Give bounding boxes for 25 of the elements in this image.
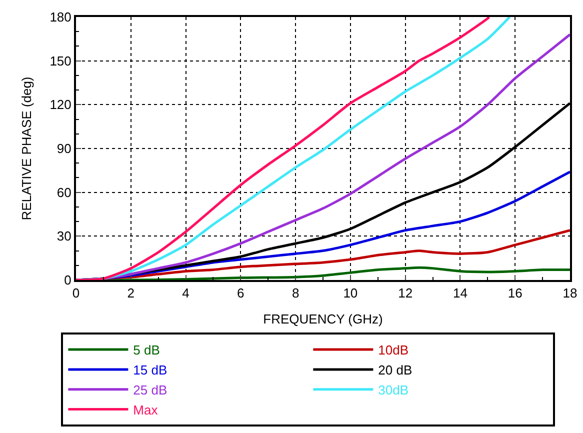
legend-label: 30dB [378,382,409,398]
y-tick-label: 60 [56,184,72,200]
x-tick-label: 4 [182,286,190,301]
y-axis-title: RELATIVE PHASE (deg) [19,76,34,220]
legend-label: 25 dB [133,382,168,398]
y-tick-label: 180 [50,10,72,25]
x-tick-label: 10 [343,286,358,301]
x-axis-title: FREQUENCY (GHz) [263,312,383,327]
x-tick-label: 16 [508,286,522,301]
y-tick-label: 120 [50,97,72,112]
legend-label: 15 dB [133,362,168,378]
y-tick-label: 0 [64,272,72,288]
legend-label: 20 dB [378,362,412,378]
y-tick-label: 90 [56,141,72,156]
x-tick-label: 14 [452,286,468,301]
x-tick-label: 6 [237,286,244,301]
legend-label: 10dB [378,342,409,358]
x-tick-label: 18 [562,286,578,301]
legend-label: 5 dB [133,342,160,358]
x-tick-label: 2 [127,286,135,301]
y-tick-label: 30 [56,228,72,244]
x-tick-label: 12 [398,286,413,301]
y-tick-label: 150 [50,53,72,68]
x-tick-label: 8 [292,286,300,301]
legend-label: Max [133,402,158,418]
